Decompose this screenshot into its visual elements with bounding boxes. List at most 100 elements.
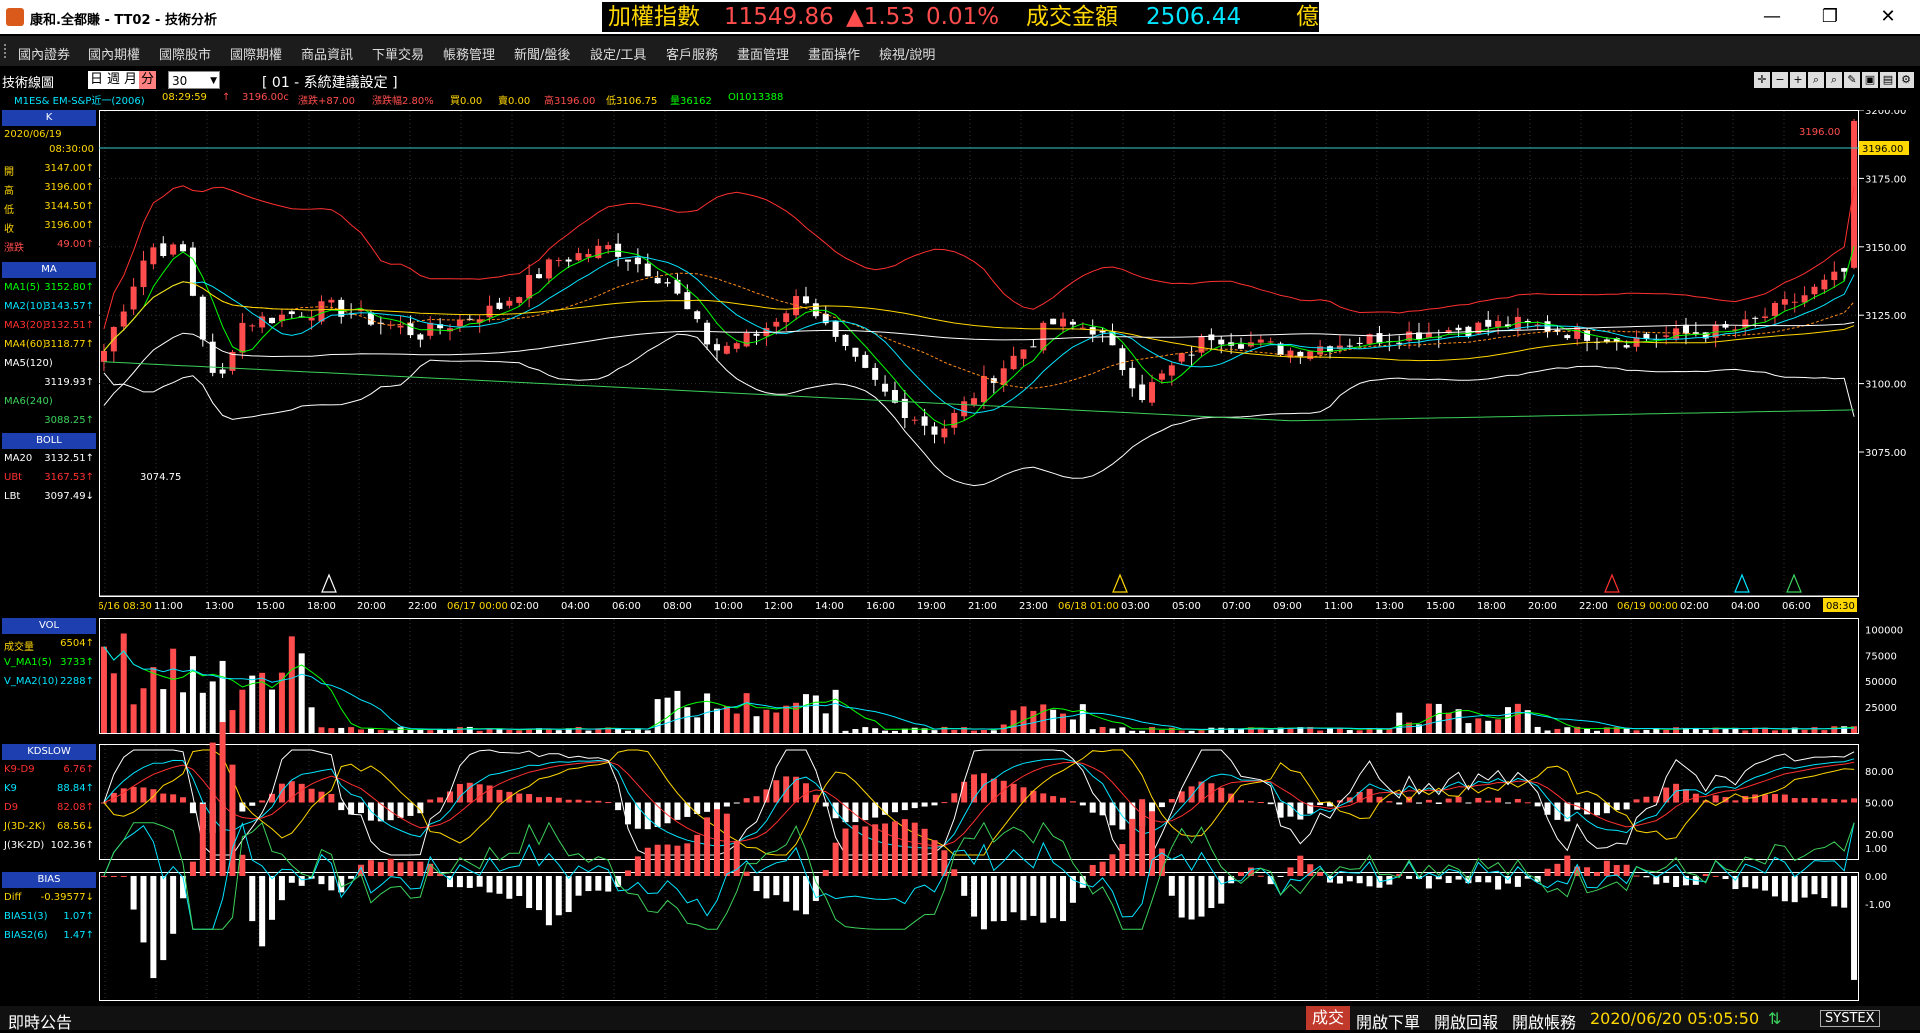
candle — [891, 390, 898, 403]
menu-item[interactable]: 下單交易 — [372, 48, 425, 63]
bias-histogram-bar — [1218, 876, 1225, 904]
candle — [1851, 120, 1858, 268]
candle — [1040, 322, 1047, 351]
bias-histogram-bar — [1712, 875, 1719, 877]
print-icon[interactable]: ▤ — [1880, 72, 1896, 88]
open-report-button[interactable]: 開啟回報 — [1434, 1013, 1499, 1032]
volume-bar — [229, 710, 236, 733]
bias-histogram-bar — [526, 876, 533, 909]
interval-select[interactable]: 30 ▼ — [168, 71, 220, 89]
menu-item[interactable]: 畫面管理 — [737, 48, 790, 63]
bulletin-label[interactable]: 即時公告 — [8, 1013, 73, 1032]
menu-item[interactable]: 設定/工具 — [590, 48, 647, 63]
menu-item[interactable]: 帳務管理 — [443, 48, 496, 63]
bias-histogram-bar — [1139, 799, 1146, 876]
ma10-line — [103, 255, 1855, 414]
indicator-setting[interactable]: [ 01 - 系統建議設定 ] — [262, 75, 398, 91]
period-minute[interactable]: 分 — [139, 71, 157, 89]
zoom-in-icon[interactable]: + — [1790, 72, 1806, 88]
bias-histogram-bar — [1445, 876, 1452, 883]
menu-item[interactable]: 國際股市 — [159, 48, 212, 63]
volume-bar — [1030, 710, 1037, 733]
candle — [1574, 326, 1581, 339]
ma120-line — [103, 321, 1855, 406]
time-tick-label: 15:00 — [1426, 601, 1455, 612]
menu-item[interactable]: 檢視/說明 — [879, 48, 936, 63]
turnover-label: 成交金額 — [1026, 4, 1118, 30]
bias-histogram-bar — [605, 876, 612, 892]
period-day[interactable]: 日 — [90, 72, 104, 87]
kd-histogram-bar — [733, 802, 740, 804]
volume-bar — [624, 730, 631, 733]
settings-icon[interactable]: ⚙ — [1898, 72, 1914, 88]
bias-histogram-bar — [1396, 874, 1403, 876]
kd-histogram-bar — [1445, 798, 1452, 803]
candle — [1811, 286, 1818, 295]
open-order-button[interactable]: 開啟下單 — [1356, 1013, 1421, 1032]
volume-bar — [980, 730, 987, 733]
volume-bar — [1722, 728, 1729, 733]
filled-button[interactable]: 成交 — [1306, 1006, 1351, 1030]
kd-histogram-bar — [1653, 796, 1660, 803]
volume-bar — [1346, 730, 1353, 733]
ma-value: 3118.77↑ — [44, 339, 94, 350]
magnifier-icon[interactable]: ⌕ — [1826, 72, 1842, 88]
candle — [931, 426, 938, 435]
pen-icon[interactable]: ✎ — [1844, 72, 1860, 88]
kd-indicator: 80.00 50.00 20.00 — [100, 749, 1894, 856]
kd-histogram-bar — [723, 802, 730, 807]
search-icon[interactable]: ⌕ — [1808, 72, 1824, 88]
chart-canvas[interactable]: 3200.00 3175.00 3150.00 3125.00 3100.00 3075.… — [99, 110, 1920, 1006]
bias-value: -0.39577↓ — [40, 892, 94, 903]
volume-bar — [288, 636, 295, 733]
vol-value: 6504↑ — [60, 638, 94, 649]
candle — [1692, 332, 1699, 335]
candle — [466, 318, 473, 320]
period-week[interactable]: 週 — [107, 72, 121, 87]
menu-item[interactable]: 國內期權 — [88, 48, 141, 63]
menu-item[interactable]: 商品資訊 — [301, 48, 354, 63]
period-month[interactable]: 月 — [124, 72, 138, 87]
candle — [575, 253, 582, 261]
minimize-button[interactable]: — — [1763, 6, 1781, 27]
kd-histogram-bar — [1307, 802, 1314, 814]
bias-histogram-bar — [209, 742, 216, 876]
volume-bar — [862, 727, 869, 733]
candle — [1396, 342, 1403, 344]
bias-histogram-bar — [644, 847, 651, 876]
boll-header: BOLL — [2, 433, 96, 449]
menu-item[interactable]: 新聞/盤後 — [514, 48, 571, 63]
crosshair-icon[interactable]: ✛ — [1754, 72, 1770, 88]
bias-histogram-bar — [1346, 876, 1353, 882]
save-icon[interactable]: ▣ — [1862, 72, 1878, 88]
k-header: K — [2, 110, 96, 126]
open-account-button[interactable]: 開啟帳務 — [1512, 1013, 1577, 1032]
menu-item[interactable]: 客戶服務 — [666, 48, 719, 63]
candle — [634, 257, 641, 265]
ma-label: MA5(120) — [4, 358, 53, 369]
close-button[interactable]: ✕ — [1880, 6, 1896, 27]
candle — [437, 324, 444, 329]
volume-bar — [1119, 727, 1126, 733]
menu-item[interactable]: 國際期權 — [230, 48, 283, 63]
time-tick-label: 06:00 — [1782, 601, 1811, 612]
kd-histogram-bar — [1376, 796, 1383, 803]
bias-histogram-bar — [802, 876, 809, 915]
candle — [1584, 330, 1591, 341]
volume-bar — [199, 692, 206, 733]
bias-value: 1.47↑ — [63, 930, 94, 941]
bias-histogram-bar — [1623, 864, 1630, 876]
kd-tick-label: 20.00 — [1865, 830, 1894, 841]
candle — [189, 247, 196, 296]
bias-histogram-bar — [704, 817, 711, 876]
k-date: 2020/06/19 — [4, 129, 62, 140]
menu-item[interactable]: 國內證券 — [18, 48, 71, 63]
menu-item[interactable]: 畫面操作 — [808, 48, 861, 63]
zoom-out-icon[interactable]: − — [1772, 72, 1788, 88]
volume-bar — [555, 730, 562, 733]
volume-bar — [506, 729, 513, 733]
kd-histogram-bar — [1386, 801, 1393, 803]
kd-histogram-bar — [1000, 780, 1007, 803]
bias-histogram-bar — [1831, 876, 1838, 907]
maximize-button[interactable]: ❐ — [1821, 6, 1839, 27]
